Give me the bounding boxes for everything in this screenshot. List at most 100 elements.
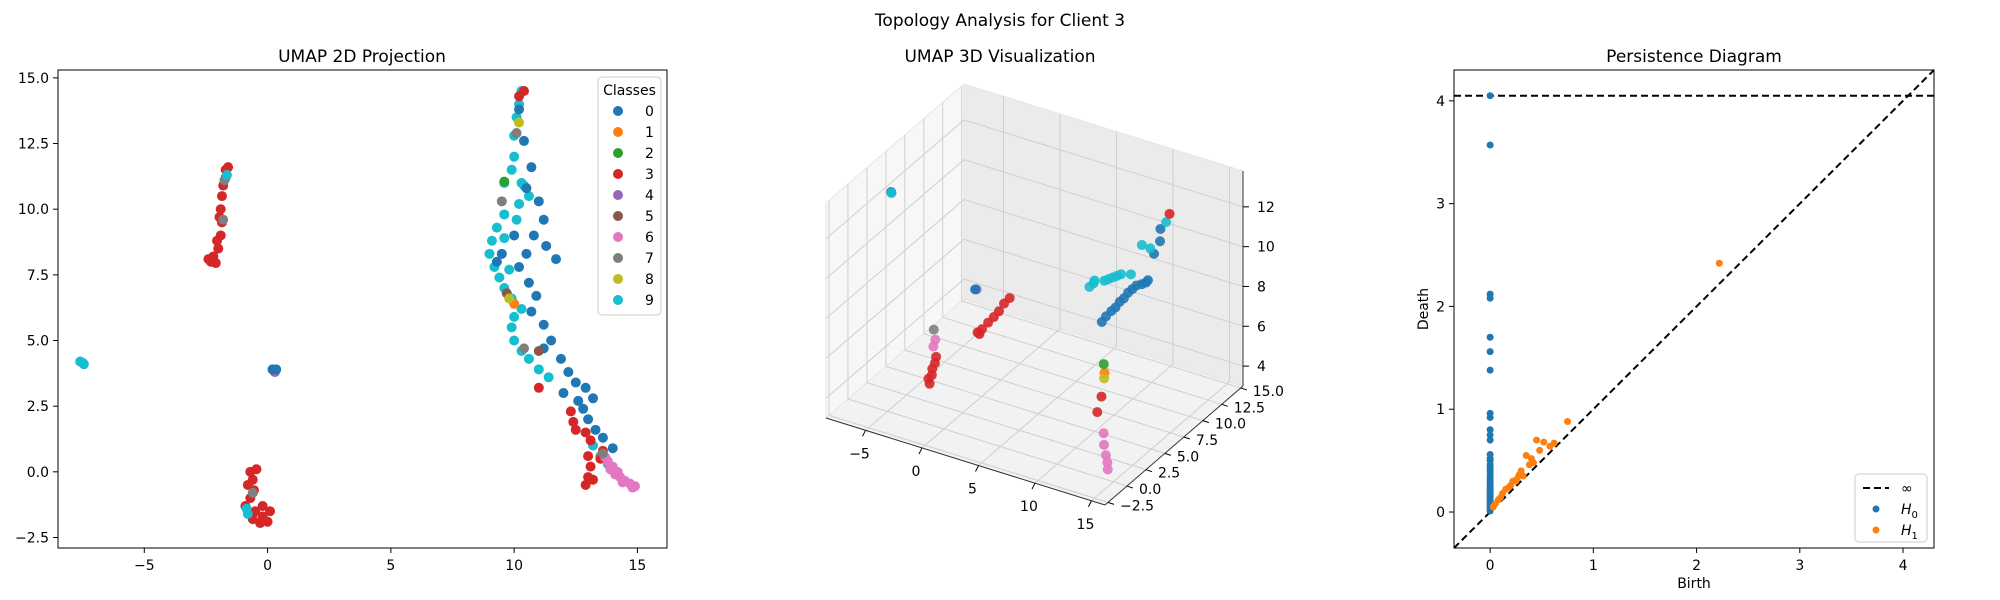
umap-2d-legend-marker-6 — [613, 232, 623, 242]
persistence-h0-point — [1486, 294, 1494, 302]
persistence-h0-point — [1486, 348, 1494, 356]
umap-3d-y-axis-line — [1104, 385, 1244, 506]
persistence-xtick-label: 2 — [1692, 558, 1701, 574]
umap-2d-point-class-0 — [546, 335, 557, 346]
umap-2d-legend-label-3: 3 — [645, 167, 654, 183]
persistence-h0-point — [1486, 436, 1494, 444]
umap-3d-side-pane — [825, 82, 965, 420]
umap-3d-xtick-label: 15 — [1077, 517, 1095, 533]
umap-3d-xtick-mark — [975, 465, 979, 472]
persistence-h0-point — [1486, 333, 1494, 341]
umap-2d-ytick-label: 2.5 — [27, 399, 49, 415]
umap-2d-point-class-9 — [509, 311, 520, 322]
umap-3d-xtick-mark — [862, 430, 866, 437]
umap-2d-xtick-label: −5 — [134, 558, 155, 574]
persistence-h0-point — [1486, 431, 1494, 439]
umap-2d-point-class-0 — [526, 162, 537, 173]
persistence-legend-label-infinity: ∞ — [1901, 481, 1913, 497]
umap-2d-point-class-0 — [563, 367, 574, 378]
umap-2d-point-class-9 — [506, 164, 517, 175]
umap-3d-title: UMAP 3D Visualization — [904, 47, 1095, 67]
umap-2d-legend-marker-8 — [613, 274, 623, 284]
persistence-ytick-label: 4 — [1436, 94, 1445, 110]
umap-3d-ygrid — [904, 349, 1185, 438]
umap-2d-point-class-0 — [526, 306, 537, 317]
umap-3d-ytick-mark — [1183, 436, 1191, 440]
umap-3d-point-class-9 — [1145, 243, 1156, 254]
umap-3d-point-class-3 — [929, 358, 940, 369]
umap-2d-point-class-9 — [491, 222, 502, 233]
umap-3d-ygrid — [847, 398, 1128, 487]
umap-2d-point-class-0 — [555, 353, 566, 364]
umap-3d-point-class-6 — [1098, 428, 1109, 439]
umap-3d-ytick-mark — [1145, 469, 1153, 473]
umap-2d-legend-marker-9 — [613, 295, 623, 305]
umap-2d-legend-title: Classes — [603, 83, 656, 99]
umap-2d-xtick-label: 0 — [263, 558, 272, 574]
persistence-lines — [1453, 69, 1935, 549]
umap-2d-ytick-label: 5.0 — [27, 334, 49, 350]
umap-3d-ygrid — [828, 414, 1109, 503]
umap-3d-ytick-label: −2.5 — [1120, 498, 1154, 514]
umap-2d-point-class-3 — [265, 506, 276, 517]
umap-3d-ztick-label: 6 — [1257, 319, 1266, 335]
umap-3d-panel: UMAP 3D Visualization −5 0 5 10 15 −2.50.02.5… — [824, 47, 1284, 533]
umap-2d-point-class-7 — [218, 214, 229, 225]
umap-3d-ytick-label: 0.0 — [1139, 482, 1161, 498]
umap-2d-legend-label-8: 8 — [645, 272, 654, 288]
umap-2d-point-class-7 — [511, 128, 522, 139]
umap-2d-point-class-0 — [588, 393, 599, 404]
persistence-h1-point — [1513, 475, 1521, 483]
persistence-panel: Persistence Diagram 0 1 2 3 4 0 1 2 3 4 Birth Dea… — [1416, 47, 1935, 592]
umap-2d-point-class-0 — [607, 443, 618, 454]
umap-2d-point-class-3 — [565, 406, 576, 417]
umap-3d-point-class-0 — [970, 284, 981, 295]
umap-2d-point-class-3 — [212, 235, 223, 246]
umap-3d-point-class-0 — [1155, 223, 1166, 234]
umap-2d-point-class-7 — [247, 487, 258, 498]
persistence-h1-point — [1533, 436, 1541, 444]
umap-2d-point-class-3 — [585, 461, 596, 472]
umap-2d-point-class-6 — [627, 482, 638, 493]
umap-3d-ytick-mark — [1202, 420, 1209, 424]
umap-2d-ytick-label: −2.5 — [15, 530, 49, 546]
umap-2d-point-class-9 — [499, 209, 510, 220]
umap-3d-xtick-label: 5 — [968, 482, 977, 498]
umap-2d-ticks: −5 0 5 10 15 −2.5 0.0 2.5 5.0 7.5 10.0 12.5 15.0 — [15, 71, 646, 574]
umap-2d-point-class-9 — [523, 353, 534, 364]
umap-2d-point-class-0 — [518, 135, 529, 146]
umap-2d-ytick-label: 7.5 — [27, 268, 49, 284]
umap-3d-point-class-3 — [1004, 292, 1015, 303]
umap-2d-point-class-3 — [585, 435, 596, 446]
umap-2d-point-class-3 — [251, 464, 262, 475]
umap-2d-point-class-0 — [551, 254, 562, 265]
umap-2d-point-class-5 — [533, 346, 544, 357]
umap-2d-point-class-0 — [578, 403, 589, 414]
umap-2d-legend-label-9: 9 — [645, 293, 654, 309]
persistence-h0-point — [1486, 426, 1494, 434]
persistence-points — [1486, 92, 1723, 515]
umap-2d-point-class-9 — [543, 372, 554, 383]
umap-2d-legend-marker-2 — [613, 148, 623, 158]
umap-2d-point-class-0 — [521, 183, 532, 194]
umap-2d-point-class-3 — [568, 416, 579, 427]
umap-3d-xgrid — [1034, 363, 1174, 484]
umap-2d-point-class-9 — [523, 191, 534, 202]
umap-2d-point-class-9 — [221, 170, 232, 181]
umap-3d-point-class-9 — [1136, 239, 1147, 250]
umap-2d-point-class-0 — [496, 248, 507, 259]
umap-2d-point-class-0 — [533, 196, 544, 207]
umap-2d-legend-label-0: 0 — [645, 104, 654, 120]
umap-2d-point-class-0 — [583, 414, 594, 425]
umap-3d-xgrid — [921, 328, 1061, 449]
umap-2d-legend-label-4: 4 — [645, 188, 654, 204]
figure-suptitle: Topology Analysis for Client 3 — [874, 11, 1125, 31]
umap-2d-point-class-3 — [580, 479, 591, 490]
umap-2d-point-class-3 — [583, 451, 594, 462]
umap-3d-point-class-9 — [1161, 217, 1172, 228]
umap-2d-point-class-0 — [538, 214, 549, 225]
umap-2d-point-class-9 — [509, 151, 520, 162]
umap-2d-point-class-0 — [531, 290, 542, 301]
persistence-h1-point — [1522, 451, 1530, 459]
persistence-ticks: 0 1 2 3 4 0 1 2 3 4 — [1436, 94, 1907, 574]
